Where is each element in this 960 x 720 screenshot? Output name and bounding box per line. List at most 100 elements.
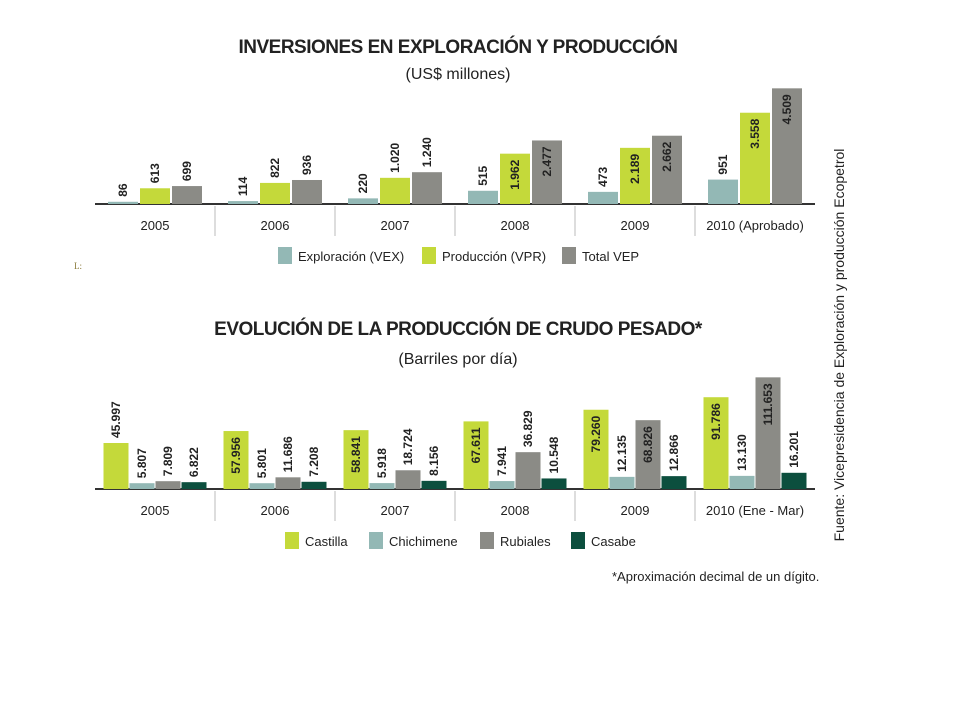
data-label: 2.662 bbox=[660, 141, 674, 171]
data-label: 822 bbox=[268, 158, 282, 178]
legend-label: Castilla bbox=[305, 534, 348, 549]
bar-casabe bbox=[781, 472, 807, 489]
bar-rubiales bbox=[515, 452, 541, 489]
bar-exploraci-n-vex bbox=[468, 190, 498, 204]
data-label: 613 bbox=[148, 163, 162, 183]
legend-swatch bbox=[285, 532, 299, 549]
data-label: 699 bbox=[180, 161, 194, 181]
bar-producci-n-vpr bbox=[260, 182, 290, 204]
data-label: 10.548 bbox=[547, 436, 561, 473]
bar-castilla bbox=[343, 430, 369, 489]
data-label: 18.724 bbox=[401, 428, 415, 465]
bar-castilla bbox=[463, 421, 489, 489]
data-label: 515 bbox=[476, 165, 490, 185]
bar-castilla bbox=[223, 431, 249, 489]
bar-total-vep bbox=[292, 179, 322, 204]
data-label: 7.809 bbox=[161, 446, 175, 476]
chart-2-bars: 2005 45.997 5.807 7.809 6.822 2006 57.956 5.801… bbox=[95, 377, 815, 521]
legend-swatch bbox=[571, 532, 585, 549]
bar-rubiales bbox=[635, 420, 661, 489]
production-chart: EVOLUCIÓN DE LA PRODUCCIÓN DE CRUDO PESA… bbox=[95, 318, 815, 549]
chart-1-subtitle: (US$ millones) bbox=[406, 66, 511, 83]
x-tick-label: 2006 bbox=[261, 503, 290, 518]
source-note: Fuente: Vicepresidencia de Exploración y… bbox=[831, 149, 847, 542]
data-label: 1.240 bbox=[420, 137, 434, 167]
bar-rubiales bbox=[755, 377, 781, 489]
bar-chichimene bbox=[369, 483, 395, 489]
data-label: 1.020 bbox=[388, 142, 402, 172]
bar-casabe bbox=[541, 478, 567, 489]
data-label: 11.686 bbox=[281, 436, 295, 472]
data-label: 1.962 bbox=[508, 159, 522, 189]
data-label: 86 bbox=[116, 183, 130, 197]
data-label: 220 bbox=[356, 173, 370, 193]
data-label: 2.477 bbox=[540, 146, 554, 176]
legend-label: Rubiales bbox=[500, 534, 551, 549]
data-label: 951 bbox=[716, 154, 730, 174]
data-label: 67.611 bbox=[469, 427, 483, 463]
bar-rubiales bbox=[395, 470, 421, 489]
data-label: 45.997 bbox=[109, 401, 123, 438]
data-label: 111.653 bbox=[761, 383, 775, 425]
chart-1-title: INVERSIONES EN EXPLORACIÓN Y PRODUCCIÓN bbox=[238, 36, 677, 58]
bar-producci-n-vpr bbox=[380, 177, 410, 204]
chart-2-title: EVOLUCIÓN DE LA PRODUCCIÓN DE CRUDO PESA… bbox=[214, 318, 703, 340]
x-tick-label: 2009 bbox=[621, 218, 650, 233]
bar-rubiales bbox=[155, 481, 181, 489]
bar-total-vep bbox=[772, 88, 802, 204]
legend-label: Total VEP bbox=[582, 249, 639, 264]
data-label: 36.829 bbox=[521, 410, 535, 447]
data-label: 12.135 bbox=[615, 435, 629, 472]
bar-exploraci-n-vex bbox=[348, 198, 378, 204]
legend-swatch bbox=[480, 532, 494, 549]
data-label: 79.260 bbox=[589, 415, 603, 452]
bar-chichimene bbox=[129, 483, 155, 489]
data-label: 13.130 bbox=[735, 434, 749, 471]
bar-chichimene bbox=[609, 476, 635, 489]
chart-1-bars: 2005 86 613 699 2006 114 822 936 2007 220 1.020 1.2… bbox=[95, 88, 815, 236]
data-label: 91.786 bbox=[709, 403, 723, 440]
data-label: 936 bbox=[300, 155, 314, 175]
bar-casabe bbox=[421, 480, 447, 489]
data-label: 5.918 bbox=[375, 448, 389, 478]
data-label: 2.189 bbox=[628, 154, 642, 184]
bar-exploraci-n-vex bbox=[588, 191, 618, 204]
chart-2-legend: Castilla Chichimene Rubiales Casabe bbox=[285, 532, 636, 549]
data-label: 68.826 bbox=[641, 426, 655, 463]
bar-rubiales bbox=[275, 477, 301, 489]
bar-casabe bbox=[181, 482, 207, 489]
bar-total-vep bbox=[652, 135, 682, 204]
legend-label: Producción (VPR) bbox=[442, 249, 546, 264]
data-label: 8.156 bbox=[427, 445, 441, 475]
x-tick-label: 2010 (Ene - Mar) bbox=[706, 503, 804, 518]
legend-label: Casabe bbox=[591, 534, 636, 549]
x-tick-label: 2006 bbox=[261, 218, 290, 233]
x-tick-label: 2007 bbox=[381, 218, 410, 233]
bar-producci-n-vpr bbox=[740, 112, 770, 204]
data-label: 12.866 bbox=[667, 434, 681, 471]
data-label: 473 bbox=[596, 167, 610, 187]
x-tick-label: 2005 bbox=[141, 503, 170, 518]
legend-swatch bbox=[369, 532, 383, 549]
data-label: 5.801 bbox=[255, 448, 269, 478]
data-label: 114 bbox=[236, 176, 250, 196]
data-label: 4.509 bbox=[780, 94, 794, 124]
bar-producci-n-vpr bbox=[140, 188, 170, 204]
data-label: 16.201 bbox=[787, 431, 801, 468]
data-label: 5.807 bbox=[135, 448, 149, 478]
stray-text: L: bbox=[74, 261, 82, 271]
bar-castilla bbox=[703, 397, 729, 489]
legend-label: Exploración (VEX) bbox=[298, 249, 404, 264]
bar-castilla bbox=[103, 443, 129, 489]
x-tick-label: 2005 bbox=[141, 218, 170, 233]
data-label: 7.208 bbox=[307, 446, 321, 476]
bar-casabe bbox=[301, 481, 327, 489]
bar-exploraci-n-vex bbox=[708, 179, 738, 204]
bar-chichimene bbox=[249, 483, 275, 489]
data-label: 3.558 bbox=[748, 118, 762, 148]
chart-1-legend: Exploración (VEX) Producción (VPR) Total V… bbox=[278, 247, 639, 264]
bar-castilla bbox=[583, 409, 609, 489]
data-label: 58.841 bbox=[349, 436, 363, 473]
legend-swatch bbox=[562, 247, 576, 264]
